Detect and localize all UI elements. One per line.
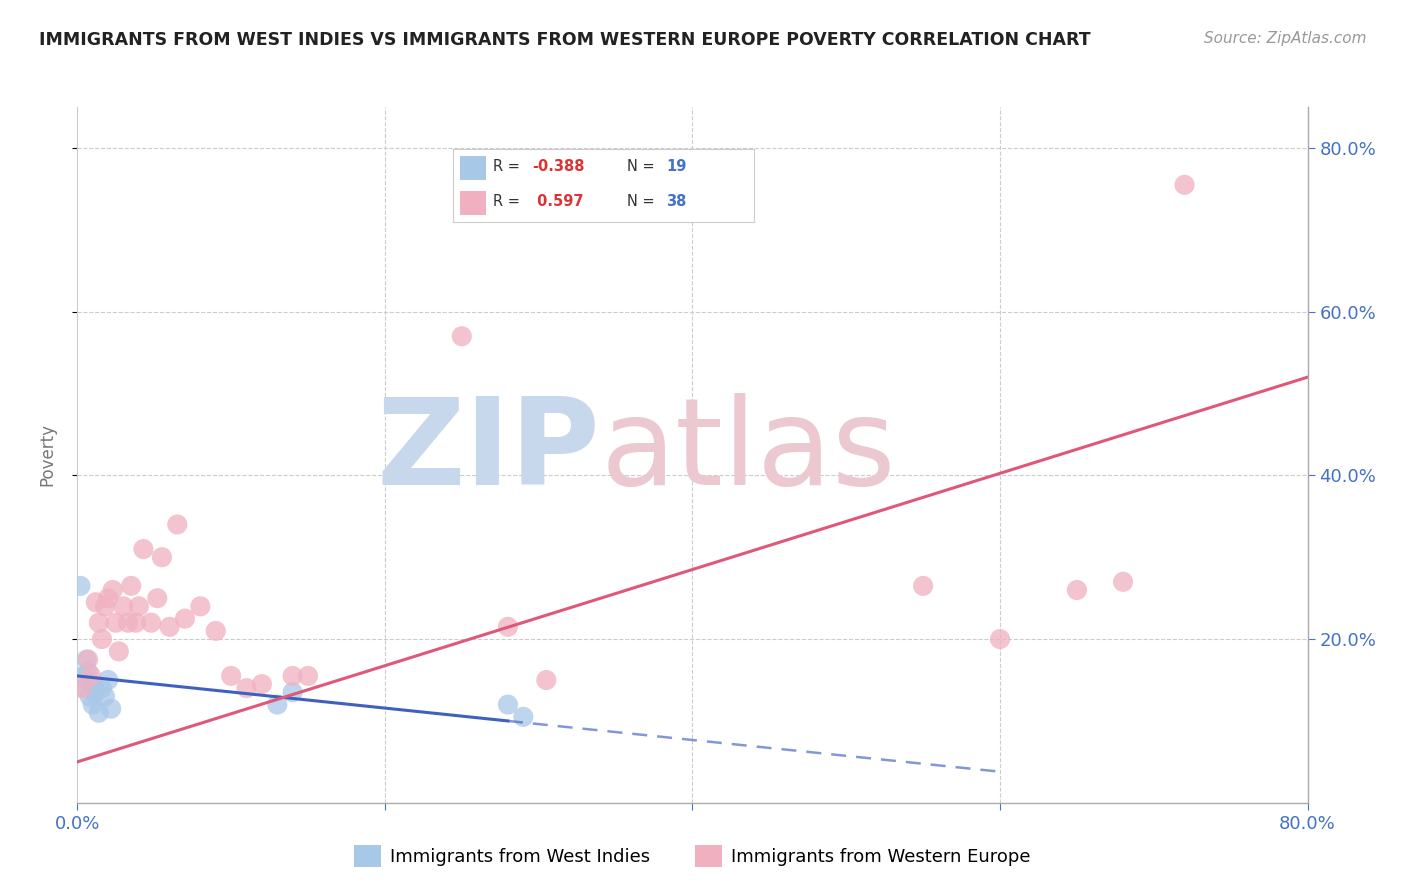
Y-axis label: Poverty: Poverty (38, 424, 56, 486)
Legend: Immigrants from West Indies, Immigrants from Western Europe: Immigrants from West Indies, Immigrants … (347, 838, 1038, 874)
Text: Source: ZipAtlas.com: Source: ZipAtlas.com (1204, 31, 1367, 46)
Point (84, 685, 107, 699)
Point (87, 706, 110, 720)
Point (450, 329, 472, 343)
Point (120, 579, 142, 593)
Point (94, 599, 117, 614)
Point (80, 669, 103, 683)
Point (266, 698, 288, 712)
Point (141, 615, 163, 630)
Point (80, 677, 103, 691)
Point (235, 681, 257, 696)
Point (90, 632, 114, 646)
Point (79, 690, 101, 704)
Point (73, 681, 96, 696)
Point (77, 665, 100, 679)
Point (90, 681, 114, 696)
Point (97, 591, 120, 606)
Point (100, 701, 122, 715)
Point (219, 669, 242, 683)
Point (82, 698, 104, 712)
Point (536, 673, 558, 687)
Point (912, 579, 935, 593)
Point (496, 698, 519, 712)
Point (496, 620, 519, 634)
Point (150, 550, 173, 565)
Point (132, 542, 155, 557)
Point (281, 669, 304, 683)
Point (128, 599, 150, 614)
Point (87, 615, 110, 630)
Point (125, 615, 148, 630)
Point (104, 615, 127, 630)
Point (83, 681, 105, 696)
Point (112, 599, 135, 614)
Point (84, 595, 107, 609)
Point (204, 624, 226, 638)
Point (1066, 582, 1088, 597)
Point (72, 669, 94, 683)
Text: atlas: atlas (600, 393, 896, 510)
Point (174, 612, 197, 626)
Point (250, 677, 273, 691)
Point (97, 673, 120, 687)
Point (108, 644, 131, 658)
Point (117, 615, 139, 630)
Point (159, 620, 181, 634)
Point (76, 652, 98, 666)
Text: ZIP: ZIP (377, 393, 600, 510)
Point (166, 517, 188, 532)
Text: IMMIGRANTS FROM WEST INDIES VS IMMIGRANTS FROM WESTERN EUROPE POVERTY CORRELATIO: IMMIGRANTS FROM WEST INDIES VS IMMIGRANT… (39, 31, 1091, 49)
Point (1174, 178, 1197, 192)
Point (297, 669, 319, 683)
Point (69, 579, 91, 593)
Point (988, 632, 1011, 646)
Point (1112, 574, 1135, 589)
Point (70, 681, 93, 696)
Point (101, 582, 124, 597)
Point (281, 685, 304, 699)
Point (512, 710, 534, 724)
Point (188, 599, 212, 614)
Point (146, 591, 169, 606)
Point (94, 690, 117, 704)
Point (77, 652, 100, 666)
